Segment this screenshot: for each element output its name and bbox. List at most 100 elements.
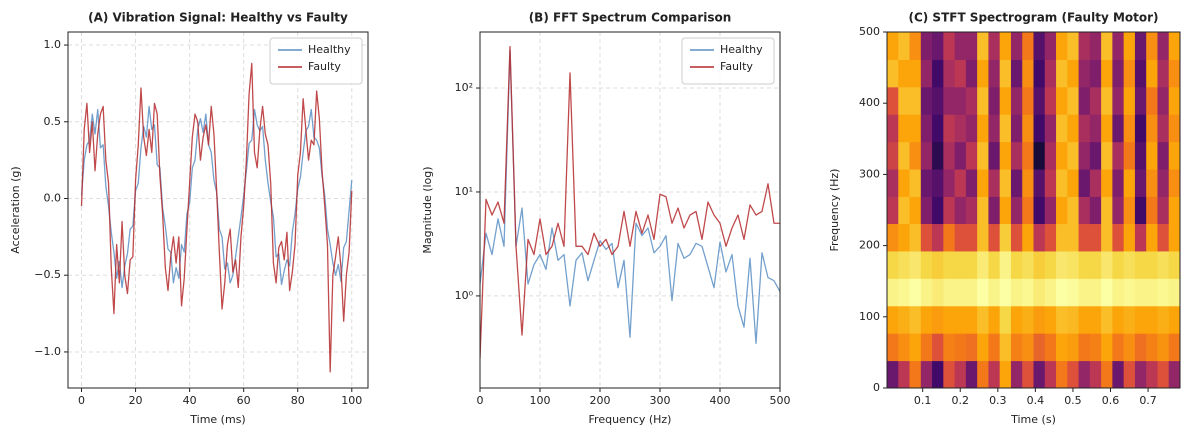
heat-cell: [1112, 333, 1125, 362]
heat-cell: [977, 333, 989, 362]
heat-cell: [1168, 114, 1180, 143]
y-axis-label: Magnitude (log): [421, 166, 434, 253]
heat-cell: [1157, 223, 1170, 252]
heat-cell: [887, 333, 899, 362]
heat-cell: [1168, 196, 1180, 225]
heat-cell: [1112, 86, 1125, 115]
heat-cell: [999, 305, 1012, 334]
heat-cell: [1101, 59, 1113, 88]
y-tick-label: 1.0: [44, 38, 62, 51]
heat-cell: [1112, 250, 1125, 279]
heat-cell: [965, 278, 978, 307]
heat-cell: [909, 114, 922, 143]
heat-cell: [1044, 86, 1057, 115]
heat-cell: [1078, 278, 1091, 307]
heat-cell: [1168, 59, 1180, 88]
y-tick-label: 0: [873, 381, 880, 394]
heat-cell: [954, 333, 967, 362]
heat-cell: [1010, 333, 1023, 362]
heat-cell: [1123, 141, 1136, 170]
heat-cell: [1134, 196, 1147, 225]
heat-cell: [1112, 278, 1125, 307]
plot-area: [480, 32, 780, 388]
heat-cell: [1168, 32, 1180, 60]
heat-cell: [920, 114, 933, 143]
heat-cell: [1168, 141, 1180, 170]
heat-cell: [932, 360, 944, 388]
heat-cell: [1157, 333, 1170, 362]
heat-cell: [920, 86, 933, 115]
heat-cell: [1089, 32, 1102, 60]
heat-cell: [988, 86, 1001, 115]
heat-cell: [1010, 32, 1023, 60]
heat-cell: [1033, 86, 1046, 115]
x-tick-label: 40: [183, 394, 197, 407]
heat-cell: [954, 86, 967, 115]
heat-cell: [977, 360, 989, 388]
heat-cell: [1067, 360, 1080, 388]
heat-cell: [887, 141, 899, 170]
heat-cell: [898, 86, 911, 115]
heat-cell: [943, 86, 956, 115]
heat-cell: [999, 223, 1012, 252]
heat-cell: [898, 333, 911, 362]
heat-cell: [977, 169, 989, 197]
heat-cell: [1078, 169, 1091, 197]
heat-cell: [988, 196, 1001, 225]
heat-cell: [988, 278, 1001, 307]
heat-cell: [1067, 223, 1080, 252]
plot-area: [887, 32, 1180, 388]
heat-cell: [1067, 196, 1080, 225]
heat-cell: [1134, 333, 1147, 362]
heat-cell: [1033, 169, 1046, 197]
heat-cell: [1056, 250, 1068, 279]
y-axis-label: Frequency (Hz): [828, 169, 841, 252]
y-tick-label: −1.0: [34, 345, 61, 358]
y-tick-label: 300: [859, 167, 880, 180]
heat-cell: [1022, 250, 1034, 279]
heat-cell: [1112, 59, 1125, 88]
heat-cell: [954, 169, 967, 197]
heat-cell: [1112, 305, 1125, 334]
x-tick-label: 20: [129, 394, 143, 407]
x-tick-label: 0.4: [1027, 394, 1045, 407]
heat-cell: [887, 86, 899, 115]
heat-cell: [932, 114, 944, 143]
heat-cell: [1022, 196, 1034, 225]
heat-cell: [1134, 305, 1147, 334]
x-tick-label: 80: [291, 394, 305, 407]
heat-cell: [1078, 141, 1091, 170]
heat-cell: [977, 305, 989, 334]
heat-cell: [1010, 86, 1023, 115]
legend-label: Faulty: [308, 60, 341, 73]
heat-cell: [887, 59, 899, 88]
heat-cell: [909, 360, 922, 388]
heat-cell: [909, 333, 922, 362]
heat-cell: [1067, 305, 1080, 334]
heat-cell: [1033, 360, 1046, 388]
heat-cell: [1033, 278, 1046, 307]
heat-cell: [887, 223, 899, 252]
heat-cell: [1010, 141, 1023, 170]
heat-cell: [943, 278, 956, 307]
heat-cell: [1123, 360, 1136, 388]
heat-cell: [1146, 196, 1158, 225]
heat-cell: [920, 169, 933, 197]
heat-cell: [1044, 305, 1057, 334]
heat-cell: [1101, 114, 1113, 143]
heat-cell: [1101, 196, 1113, 225]
heat-cell: [909, 305, 922, 334]
heat-cell: [943, 333, 956, 362]
heat-cell: [1168, 86, 1180, 115]
y-tick-label: 100: [859, 310, 880, 323]
heat-cell: [920, 360, 933, 388]
heat-cell: [1033, 59, 1046, 88]
heat-cell: [943, 305, 956, 334]
heat-cell: [988, 250, 1001, 279]
heat-cell: [1134, 250, 1147, 279]
heat-cell: [1146, 141, 1158, 170]
y-tick-label: 200: [859, 239, 880, 252]
heat-cell: [909, 59, 922, 88]
x-tick-label: 60: [237, 394, 251, 407]
heat-cell: [909, 141, 922, 170]
